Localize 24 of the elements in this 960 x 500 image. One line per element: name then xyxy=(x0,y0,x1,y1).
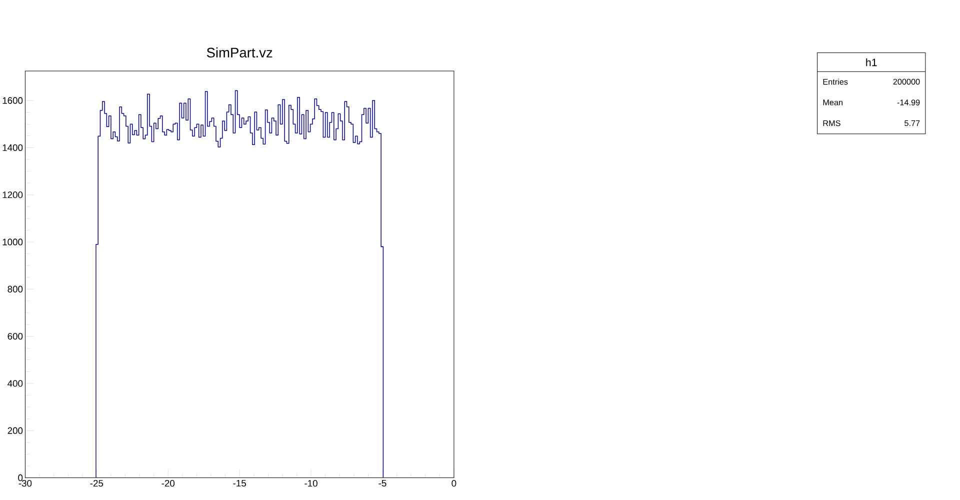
x-tick-label: -20 xyxy=(162,480,175,486)
x-tick-label: -15 xyxy=(233,480,246,486)
text: RMS xyxy=(823,120,840,126)
text: Mean xyxy=(823,99,842,106)
text: h1 xyxy=(866,58,877,66)
x-tick-label: 0 xyxy=(452,480,456,486)
y-tick-label: 1000 xyxy=(2,238,23,246)
y-tick-label: 800 xyxy=(8,286,23,292)
x-tick-label: -30 xyxy=(18,480,32,486)
y-tick-label: 0 xyxy=(18,474,23,481)
text: 200000 xyxy=(893,78,920,84)
y-tick-label: 1400 xyxy=(2,144,23,151)
chart-title: SimPart.vz xyxy=(206,47,272,58)
x-tick-label: -10 xyxy=(304,480,318,486)
y-tick-label: 400 xyxy=(8,380,23,387)
y-tick-label: 1200 xyxy=(2,191,23,198)
y-tick-label: 1600 xyxy=(2,96,23,104)
x-tick-label: -25 xyxy=(90,480,104,486)
y-tick-label: 600 xyxy=(8,332,23,340)
text: Entries xyxy=(823,78,848,85)
x-tick-label: -5 xyxy=(378,480,386,486)
text: -14.99 xyxy=(897,99,920,106)
text: 5.77 xyxy=(904,120,920,126)
y-tick-label: 200 xyxy=(8,427,23,434)
